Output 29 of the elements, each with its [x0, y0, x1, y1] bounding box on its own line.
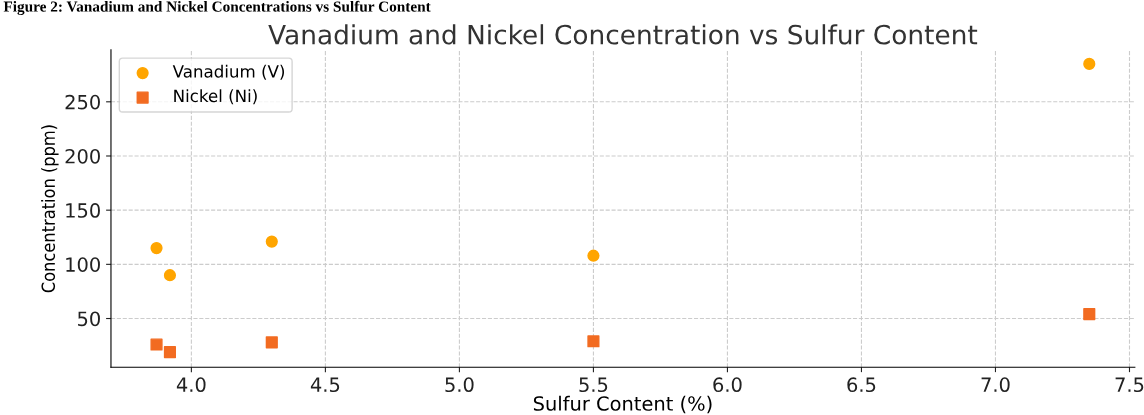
point: [163, 346, 177, 359]
legend-label: Nickel (Ni): [174, 89, 257, 105]
x-tick-label: 4.5: [310, 377, 340, 393]
y-tick-label: 250: [65, 94, 100, 110]
x-tick-label: 5.5: [579, 377, 608, 393]
point: [150, 242, 163, 255]
point: [587, 249, 600, 262]
x-tick-label: 7.5: [1115, 377, 1144, 393]
x-tick-label: 4.0: [176, 377, 206, 393]
point: [265, 336, 278, 349]
point: [150, 338, 163, 351]
point: [163, 269, 177, 282]
chart-title: Vanadium and Nickel Concentration vs Sulfur Content: [268, 24, 978, 45]
point: [587, 335, 600, 348]
legend-label: Vanadium (V): [172, 64, 285, 80]
x-tick-label: 7.0: [981, 377, 1010, 393]
caption: Figure 2: Vanadium and Nickel Concentrations vs Sulfur Content: [3, 0, 431, 15]
x-tick-label: 6.0: [713, 377, 742, 393]
x-axis-title: Sulfur Content (%): [533, 395, 712, 414]
x-tick-label: 6.5: [847, 377, 876, 393]
y-axis-title: Concentration (ppm): [41, 125, 59, 293]
y-tick-label: 100: [66, 257, 100, 272]
point: [1083, 308, 1096, 321]
point: [265, 235, 278, 248]
y-tick-label: 200: [65, 148, 100, 164]
point: [1083, 57, 1096, 70]
y-tick-label: 50: [78, 311, 100, 327]
y-tick-label: 150: [66, 203, 100, 218]
x-tick-label: 5.0: [445, 377, 474, 393]
